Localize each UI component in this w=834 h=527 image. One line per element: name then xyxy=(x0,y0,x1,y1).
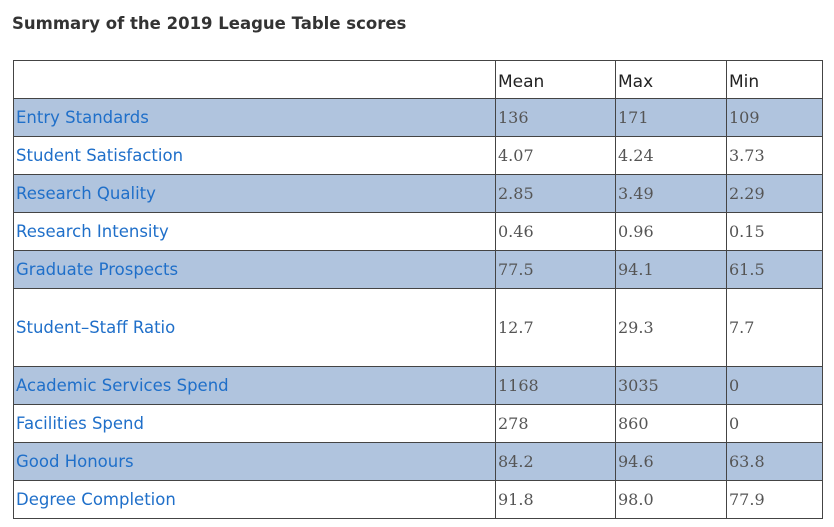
row-label: Student–Staff Ratio xyxy=(13,288,496,367)
table-caption: Summary of the 2019 League Table scores xyxy=(12,14,407,33)
cell-max: 860 xyxy=(615,404,727,443)
cell-max: 94.6 xyxy=(615,442,727,481)
table-row: Student Satisfaction 4.07 4.24 3.73 xyxy=(13,136,823,175)
cell-min: 0 xyxy=(726,366,823,405)
table-row: Degree Completion 91.8 98.0 77.9 xyxy=(13,480,823,519)
table-row: Academic Services Spend 1168 3035 0 xyxy=(13,366,823,405)
cell-min: 61.5 xyxy=(726,250,823,289)
row-label: Good Honours xyxy=(13,442,496,481)
cell-min: 77.9 xyxy=(726,480,823,519)
league-table-summary: Mean Max Min Entry Standards 136 171 109… xyxy=(13,60,823,519)
cell-min: 0.15 xyxy=(726,212,823,251)
table-row: Good Honours 84.2 94.6 63.8 xyxy=(13,442,823,481)
cell-max: 94.1 xyxy=(615,250,727,289)
cell-mean: 12.7 xyxy=(495,288,616,367)
header-min: Min xyxy=(726,60,823,99)
cell-mean: 1168 xyxy=(495,366,616,405)
table-row: Student–Staff Ratio 12.7 29.3 7.7 xyxy=(13,288,823,367)
cell-min: 63.8 xyxy=(726,442,823,481)
cell-max: 171 xyxy=(615,98,727,137)
row-label: Academic Services Spend xyxy=(13,366,496,405)
cell-min: 7.7 xyxy=(726,288,823,367)
cell-mean: 0.46 xyxy=(495,212,616,251)
cell-max: 3035 xyxy=(615,366,727,405)
cell-mean: 91.8 xyxy=(495,480,616,519)
cell-max: 29.3 xyxy=(615,288,727,367)
cell-min: 2.29 xyxy=(726,174,823,213)
cell-mean: 84.2 xyxy=(495,442,616,481)
row-label: Entry Standards xyxy=(13,98,496,137)
header-max: Max xyxy=(615,60,727,99)
table-row: Graduate Prospects 77.5 94.1 61.5 xyxy=(13,250,823,289)
header-mean: Mean xyxy=(495,60,616,99)
table-row: Facilities Spend 278 860 0 xyxy=(13,404,823,443)
row-label: Graduate Prospects xyxy=(13,250,496,289)
cell-min: 109 xyxy=(726,98,823,137)
table-row: Entry Standards 136 171 109 xyxy=(13,98,823,137)
cell-mean: 4.07 xyxy=(495,136,616,175)
cell-max: 0.96 xyxy=(615,212,727,251)
cell-mean: 136 xyxy=(495,98,616,137)
cell-min: 0 xyxy=(726,404,823,443)
cell-mean: 2.85 xyxy=(495,174,616,213)
row-label: Student Satisfaction xyxy=(13,136,496,175)
row-label: Facilities Spend xyxy=(13,404,496,443)
row-label: Degree Completion xyxy=(13,480,496,519)
table-row: Research Quality 2.85 3.49 2.29 xyxy=(13,174,823,213)
row-label: Research Quality xyxy=(13,174,496,213)
row-label: Research Intensity xyxy=(13,212,496,251)
table-row: Research Intensity 0.46 0.96 0.15 xyxy=(13,212,823,251)
header-label-column xyxy=(13,60,496,99)
header-row: Mean Max Min xyxy=(13,60,823,99)
cell-mean: 77.5 xyxy=(495,250,616,289)
cell-max: 3.49 xyxy=(615,174,727,213)
cell-mean: 278 xyxy=(495,404,616,443)
cell-max: 98.0 xyxy=(615,480,727,519)
cell-max: 4.24 xyxy=(615,136,727,175)
cell-min: 3.73 xyxy=(726,136,823,175)
